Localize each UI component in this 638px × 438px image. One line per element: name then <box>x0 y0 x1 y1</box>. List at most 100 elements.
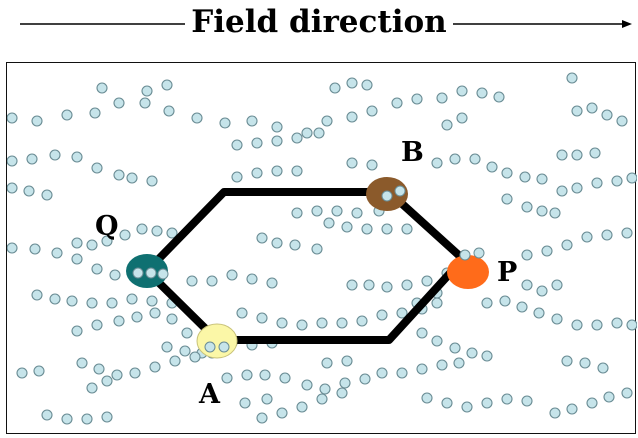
bead <box>49 293 61 305</box>
bead <box>591 319 603 331</box>
bead <box>449 342 461 354</box>
bead <box>597 362 609 374</box>
bead <box>501 167 513 179</box>
bead <box>181 327 193 339</box>
bead <box>456 85 468 97</box>
bead <box>89 107 101 119</box>
label-q: Q <box>95 211 119 242</box>
bead <box>401 279 413 291</box>
bead <box>113 315 125 327</box>
bead <box>499 295 511 307</box>
bead <box>316 317 328 329</box>
bead <box>169 355 181 367</box>
bead <box>611 175 623 187</box>
bead <box>611 317 623 329</box>
bead <box>149 307 161 319</box>
bead <box>31 115 43 127</box>
bead <box>536 173 548 185</box>
bead <box>549 407 561 419</box>
bead <box>86 239 98 251</box>
bead <box>186 275 198 287</box>
bead <box>166 227 178 239</box>
bead <box>86 297 98 309</box>
bead <box>521 249 533 261</box>
node-b <box>366 177 408 211</box>
bead <box>341 221 353 233</box>
bead <box>241 369 253 381</box>
bead <box>296 401 308 413</box>
bead <box>571 182 583 194</box>
bead <box>41 409 53 421</box>
bead <box>91 162 103 174</box>
bead <box>476 87 488 99</box>
bead <box>271 135 283 147</box>
bead <box>381 281 393 293</box>
bead <box>146 295 158 307</box>
bead <box>323 217 335 229</box>
bead <box>23 185 35 197</box>
bead <box>291 207 303 219</box>
bead <box>29 243 41 255</box>
bead <box>481 397 493 409</box>
bead <box>291 132 303 144</box>
bead <box>91 319 103 331</box>
bead <box>346 77 358 89</box>
bead <box>521 279 533 291</box>
bead <box>321 115 333 127</box>
bead <box>469 153 481 165</box>
bead <box>363 279 375 291</box>
bead <box>126 293 138 305</box>
bead <box>66 295 78 307</box>
bead <box>411 93 423 105</box>
bead <box>256 312 268 324</box>
bead <box>549 207 561 219</box>
bead <box>579 357 591 369</box>
bead <box>396 367 408 379</box>
bead <box>361 79 373 91</box>
bead <box>561 239 573 251</box>
bead <box>456 112 468 124</box>
bead <box>501 193 513 205</box>
bead <box>26 153 38 165</box>
bead <box>396 307 408 319</box>
bead <box>571 149 583 161</box>
bead <box>151 225 163 237</box>
bead <box>191 112 203 124</box>
bead <box>501 393 513 405</box>
bead <box>7 155 18 167</box>
bead <box>421 392 433 404</box>
bead <box>441 119 453 131</box>
bead <box>331 205 343 217</box>
bead <box>31 289 43 301</box>
bead <box>166 313 178 325</box>
bead <box>321 357 333 369</box>
bead <box>431 335 443 347</box>
bead <box>586 397 598 409</box>
bead <box>93 363 105 375</box>
bead <box>346 157 358 169</box>
bead <box>189 351 201 363</box>
bead <box>113 97 125 109</box>
bead <box>136 223 148 235</box>
bead <box>316 393 328 405</box>
bead <box>336 317 348 329</box>
bead <box>276 407 288 419</box>
bead <box>71 237 83 249</box>
bead <box>246 115 258 127</box>
title-text: Field direction <box>185 4 453 40</box>
bead <box>81 413 93 425</box>
bead <box>96 82 108 94</box>
bead <box>401 223 413 235</box>
bead <box>256 232 268 244</box>
bead <box>556 185 568 197</box>
bead <box>61 109 73 121</box>
bead <box>91 263 103 275</box>
bead <box>571 319 583 331</box>
bead <box>586 102 598 114</box>
bead <box>206 275 218 287</box>
bead <box>259 369 271 381</box>
bead <box>271 237 283 249</box>
bead <box>76 357 88 369</box>
bead <box>301 379 313 391</box>
hexagonal-path <box>144 188 467 344</box>
